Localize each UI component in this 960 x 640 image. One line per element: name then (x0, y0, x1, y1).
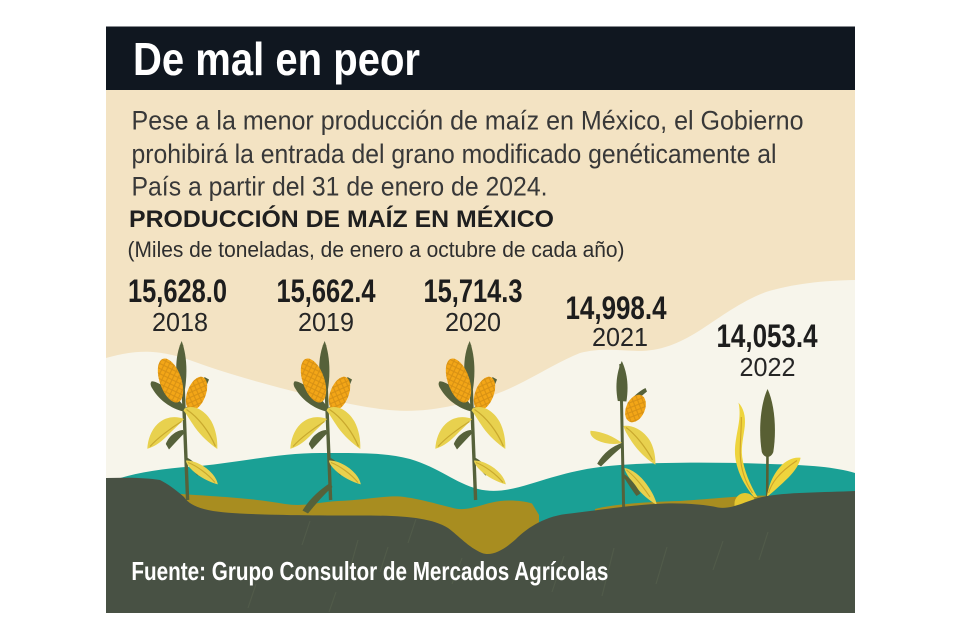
svg-text:2020: 2020 (445, 307, 501, 337)
svg-text:2019: 2019 (298, 307, 354, 337)
svg-text:(Miles de toneladas, de enero: (Miles de toneladas, de enero a octubre … (128, 237, 625, 262)
svg-text:País a partir del 31 de enero: País a partir del 31 de enero de 2024. (132, 172, 548, 202)
svg-text:14,998.4: 14,998.4 (566, 290, 667, 326)
svg-text:15,662.4: 15,662.4 (277, 273, 376, 309)
svg-text:14,053.4: 14,053.4 (717, 318, 818, 354)
svg-text:Pese a la menor producción de: Pese a la menor producción de maíz en Mé… (132, 105, 804, 135)
svg-text:De mal en peor: De mal en peor (133, 33, 420, 85)
svg-text:PRODUCCIÓN DE MAÍZ EN MÉXICO: PRODUCCIÓN DE MAÍZ EN MÉXICO (129, 205, 554, 233)
svg-text:2018: 2018 (152, 307, 208, 337)
svg-text:2022: 2022 (740, 352, 796, 382)
svg-text:prohibirá la entrada del grano: prohibirá la entrada del grano modificad… (132, 139, 777, 169)
svg-text:2021: 2021 (592, 322, 648, 352)
svg-text:Fuente: Grupo Consultor de Mer: Fuente: Grupo Consultor de Mercados Agrí… (131, 556, 608, 586)
svg-text:15,714.3: 15,714.3 (424, 273, 523, 309)
svg-text:15,628.0: 15,628.0 (128, 273, 227, 309)
